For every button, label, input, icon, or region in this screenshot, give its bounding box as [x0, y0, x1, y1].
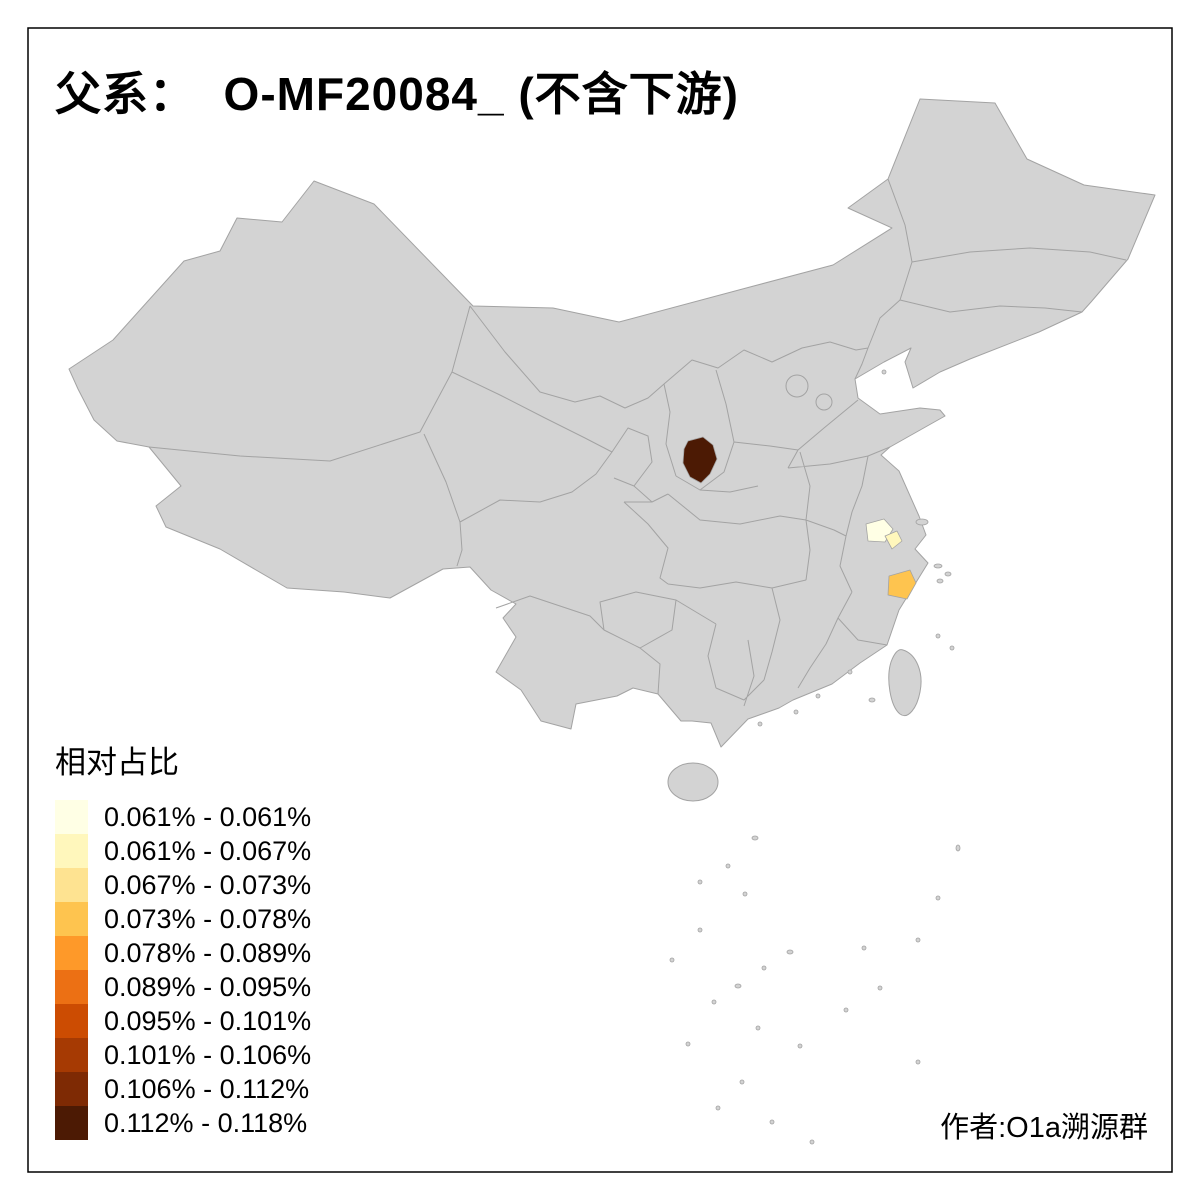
- municipality-border-beijing: [785, 374, 809, 398]
- south-china-sea-islands: [669, 835, 961, 1145]
- coastal-islands: [757, 369, 955, 727]
- legend-swatch: [55, 970, 88, 1004]
- province-borders: [148, 178, 1127, 707]
- legend-swatch: [55, 868, 88, 902]
- highlight-region-4: [887, 569, 917, 600]
- hainan-island: [667, 762, 719, 802]
- legend-label: 0.095% - 0.101%: [104, 1005, 312, 1036]
- legend-row: 0.089% - 0.095%: [55, 970, 311, 1004]
- legend-label: 0.106% - 0.112%: [104, 1073, 310, 1104]
- legend: 相对占比 0.061% - 0.061% 0.061% - 0.067% 0.067…: [55, 744, 311, 1140]
- legend-swatch: [55, 1038, 88, 1072]
- legend-row: 0.073% - 0.078%: [55, 902, 311, 936]
- legend-swatch: [55, 902, 88, 936]
- legend-swatch: [55, 1106, 88, 1140]
- highlight-region-3: [884, 530, 903, 550]
- legend-items: 0.061% - 0.061% 0.061% - 0.067% 0.067% - 0…: [55, 800, 311, 1140]
- legend-label: 0.061% - 0.061%: [104, 801, 312, 832]
- legend-row: 0.095% - 0.101%: [55, 1004, 311, 1038]
- legend-row: 0.061% - 0.067%: [55, 834, 311, 868]
- highlight-region-1: [682, 436, 718, 484]
- legend-row: 0.106% - 0.112%: [55, 1072, 311, 1106]
- legend-swatch: [55, 1072, 88, 1106]
- municipality-border-tianjin: [815, 393, 833, 411]
- legend-label: 0.101% - 0.106%: [104, 1039, 312, 1070]
- legend-label: 0.089% - 0.095%: [104, 971, 312, 1002]
- author-credit: 作者:O1a溯源群: [940, 1112, 1148, 1144]
- plot-frame: [27, 27, 1173, 1173]
- taiwan-island: [888, 649, 922, 716]
- legend-swatch: [55, 834, 88, 868]
- mainland-landmass: [68, 98, 1156, 748]
- legend-row: 0.067% - 0.073%: [55, 868, 311, 902]
- legend-row: 0.112% - 0.118%: [55, 1106, 311, 1140]
- legend-row: 0.101% - 0.106%: [55, 1038, 311, 1072]
- legend-label: 0.073% - 0.078%: [104, 903, 312, 934]
- legend-label: 0.061% - 0.067%: [104, 835, 312, 866]
- legend-label: 0.112% - 0.118%: [104, 1107, 308, 1138]
- legend-row: 0.078% - 0.089%: [55, 936, 311, 970]
- legend-swatch: [55, 800, 88, 834]
- legend-label: 0.067% - 0.073%: [104, 869, 312, 900]
- page-title: 父系： O-MF20084_ (不含下游): [55, 68, 739, 120]
- legend-label: 0.078% - 0.089%: [104, 937, 312, 968]
- legend-swatch: [55, 1004, 88, 1038]
- legend-title: 相对占比: [55, 745, 179, 780]
- legend-swatch: [55, 936, 88, 970]
- legend-row: 0.061% - 0.061%: [55, 800, 311, 834]
